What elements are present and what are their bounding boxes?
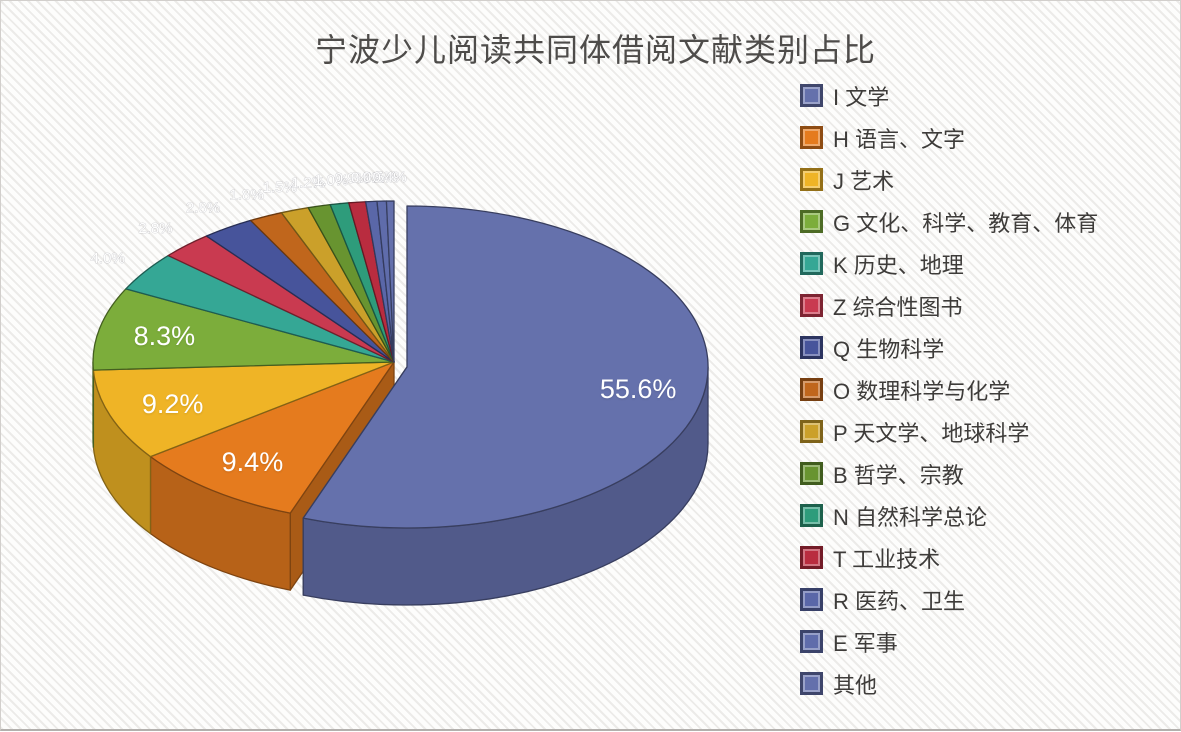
- pie-data-label-small: 4.0%: [91, 250, 125, 267]
- legend-label: Z 综合性图书: [833, 290, 963, 322]
- legend-label: P 天文学、地球科学: [833, 416, 1029, 448]
- legend-swatch-icon: [800, 420, 823, 443]
- legend-swatch-icon: [800, 672, 823, 695]
- legend-label: Q 生物科学: [833, 332, 944, 364]
- legend-swatch-icon: [800, 462, 823, 485]
- legend-label: K 历史、地理: [833, 248, 964, 280]
- legend-label: 其他: [833, 668, 877, 700]
- legend-item-0: I 文学: [800, 81, 1098, 110]
- legend-item-11: T 工业技术: [800, 543, 1098, 572]
- pie-chart: 55.6%9.4%9.2%8.3%4.0%2.8%2.8%1.8%1.5%1.2…: [1, 1, 796, 732]
- legend-label: J 艺术: [833, 164, 894, 196]
- pie-data-label-small: 2.8%: [138, 220, 172, 237]
- legend-swatch-icon: [800, 210, 823, 233]
- legend-item-4: K 历史、地理: [800, 249, 1098, 278]
- legend-swatch-icon: [800, 168, 823, 191]
- pie-data-label-small: 1.8%: [230, 186, 264, 203]
- legend-item-10: N 自然科学总论: [800, 501, 1098, 530]
- legend-item-9: B 哲学、宗教: [800, 459, 1098, 488]
- pie-data-label: 9.4%: [222, 447, 284, 477]
- legend-item-2: J 艺术: [800, 165, 1098, 194]
- legend-swatch-icon: [800, 378, 823, 401]
- legend-label: N 自然科学总论: [833, 500, 987, 532]
- legend-label: R 医药、卫生: [833, 584, 965, 616]
- legend-item-1: H 语言、文字: [800, 123, 1098, 152]
- legend-item-14: 其他: [800, 669, 1098, 698]
- legend-label: I 文学: [833, 80, 889, 112]
- legend-label: T 工业技术: [833, 542, 940, 574]
- legend-swatch-icon: [800, 84, 823, 107]
- pie-data-label: 9.2%: [142, 389, 204, 419]
- legend-label: O 数理科学与化学: [833, 374, 1010, 406]
- chart-legend: I 文学 H 语言、文字 J 艺术 G 文化、科学、教育、体育 K 历史、地理 Z 综合性…: [800, 81, 1098, 698]
- legend-label: E 军事: [833, 626, 898, 658]
- legend-swatch-icon: [800, 126, 823, 149]
- pie-data-label: 8.3%: [134, 321, 196, 351]
- legend-label: B 哲学、宗教: [833, 458, 964, 490]
- legend-swatch-icon: [800, 336, 823, 359]
- legend-swatch-icon: [800, 504, 823, 527]
- legend-label: G 文化、科学、教育、体育: [833, 206, 1098, 238]
- legend-swatch-icon: [800, 294, 823, 317]
- legend-item-3: G 文化、科学、教育、体育: [800, 207, 1098, 236]
- legend-label: H 语言、文字: [833, 122, 965, 154]
- legend-item-8: P 天文学、地球科学: [800, 417, 1098, 446]
- legend-swatch-icon: [800, 630, 823, 653]
- legend-item-13: E 军事: [800, 627, 1098, 656]
- legend-swatch-icon: [800, 588, 823, 611]
- legend-swatch-icon: [800, 252, 823, 275]
- pie-data-label: 55.6%: [600, 374, 677, 404]
- pie-data-label-small: 2.8%: [186, 200, 220, 217]
- legend-item-7: O 数理科学与化学: [800, 375, 1098, 404]
- legend-item-5: Z 综合性图书: [800, 291, 1098, 320]
- legend-item-6: Q 生物科学: [800, 333, 1098, 362]
- pie-data-label-small: 0.4%: [373, 169, 407, 186]
- legend-item-12: R 医药、卫生: [800, 585, 1098, 614]
- legend-swatch-icon: [800, 546, 823, 569]
